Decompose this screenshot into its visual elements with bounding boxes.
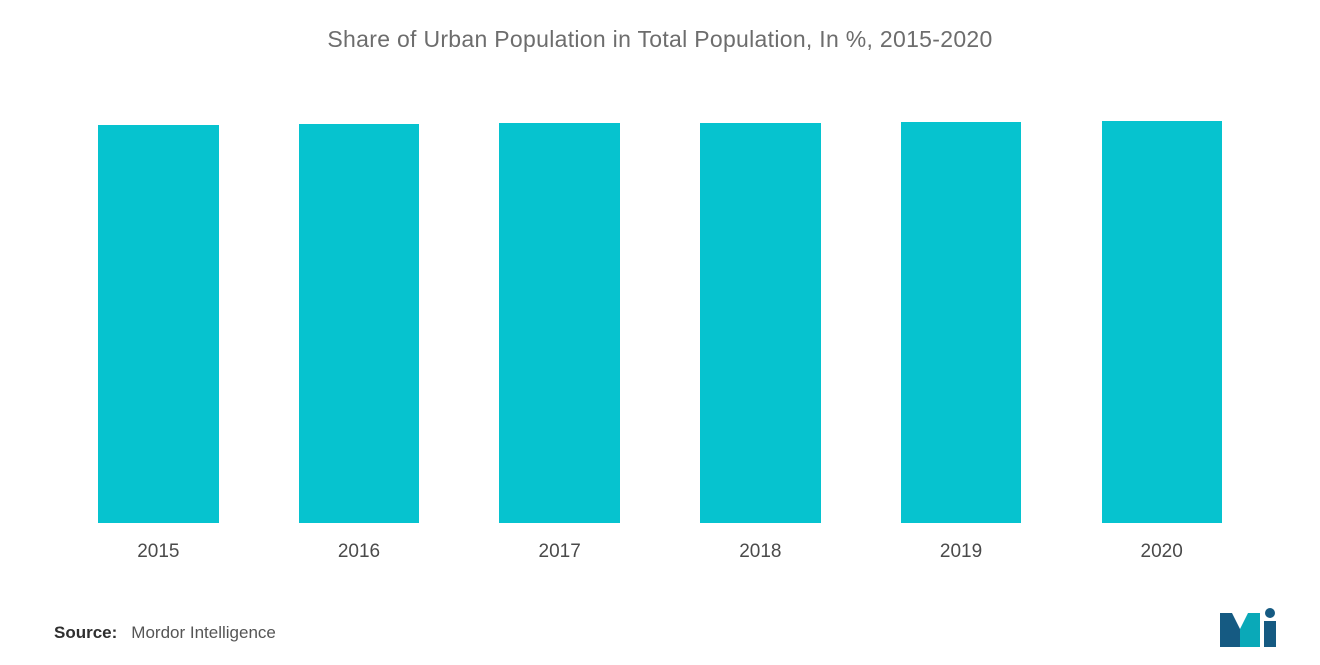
source-citation: Source: Mordor Intelligence	[48, 623, 1272, 665]
plot-area	[48, 121, 1272, 523]
source-value: Mordor Intelligence	[131, 623, 276, 643]
bar-slot	[660, 121, 861, 523]
bar	[901, 122, 1021, 523]
bar-slot	[259, 121, 460, 523]
x-axis-tick-label: 2018	[660, 541, 861, 563]
chart-title: Share of Urban Population in Total Popul…	[48, 26, 1272, 53]
bar-slot	[58, 121, 259, 523]
bar-slot	[1061, 121, 1262, 523]
bars-group	[48, 121, 1272, 523]
x-axis-labels: 201520162017201820192020	[48, 523, 1272, 563]
bar	[98, 125, 218, 523]
brand-logo-icon	[1218, 607, 1278, 647]
bar	[499, 123, 619, 523]
x-axis-tick-label: 2016	[259, 541, 460, 563]
x-axis-tick-label: 2017	[459, 541, 660, 563]
chart-container: Share of Urban Population in Total Popul…	[0, 0, 1320, 665]
bar	[700, 123, 820, 523]
x-axis-tick-label: 2019	[861, 541, 1062, 563]
source-key-label: Source:	[54, 623, 117, 643]
bar-slot	[861, 121, 1062, 523]
bar	[1102, 121, 1222, 523]
x-axis-tick-label: 2015	[58, 541, 259, 563]
bar	[299, 124, 419, 523]
x-axis-tick-label: 2020	[1061, 541, 1262, 563]
bar-slot	[459, 121, 660, 523]
